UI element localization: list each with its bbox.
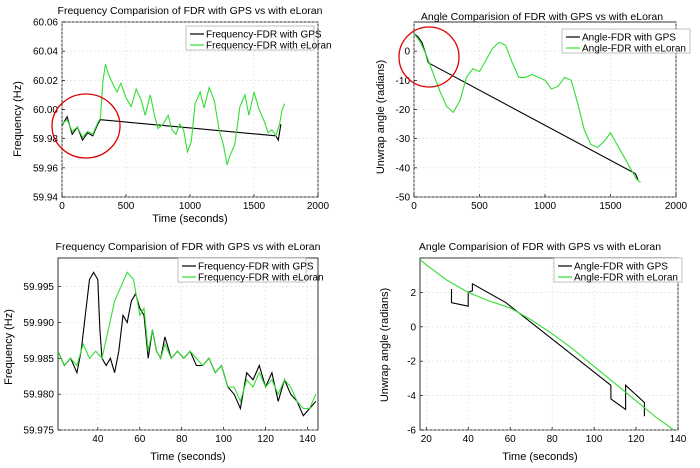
legend-entry: Frequency-FDR with eLoran — [198, 273, 324, 284]
chart-3-y-label: Frequency (Hz) — [3, 309, 15, 385]
y-tick-label: -30 — [396, 134, 411, 145]
chart-1-title: Frequency Comparision of FDR with GPS vs… — [58, 5, 323, 17]
x-tick-label: 0 — [411, 201, 417, 212]
y-tick-label: 60.02 — [33, 76, 58, 87]
y-tick-label: 59.94 — [33, 193, 58, 204]
highlight-circle — [51, 93, 121, 159]
x-tick-label: 120 — [257, 434, 274, 445]
y-tick-label: 0 — [404, 47, 410, 58]
chart-4-title: Angle Comparision of FDR with GPS vs wit… — [419, 241, 661, 253]
chart-4: Angle Comparision of FDR with GPS vs wit… — [379, 241, 687, 463]
y-tick-label: -10 — [396, 76, 411, 87]
legend-entry: Frequency-FDR with GPS — [198, 262, 314, 273]
legend — [553, 257, 683, 283]
y-tick-label: 59.985 — [23, 354, 54, 365]
x-tick-label: 0 — [59, 201, 65, 212]
chart-4-x-label: Time (seconds) — [502, 451, 577, 463]
y-tick-label: 59.980 — [23, 390, 54, 401]
x-tick-label: 500 — [118, 201, 135, 212]
x-tick-label: 80 — [176, 434, 188, 445]
x-tick-label: 2000 — [665, 201, 688, 212]
y-tick-label: 59.990 — [23, 318, 54, 329]
y-tick-label: -2 — [407, 357, 416, 368]
chart-1-plot-area: 0 500 1000 1500 2000 59.94 59.96 59.98 60.00 60.0… — [33, 18, 332, 213]
legend-entry: Angle-FDR with eLoran — [574, 273, 678, 284]
x-tick-label: 40 — [463, 434, 475, 445]
chart-3-x-label: Time (seconds) — [150, 451, 225, 463]
y-tick-label: 60.04 — [33, 47, 58, 58]
chart-2-y-label: Unwrap angle (radians) — [375, 60, 387, 174]
highlight-circle — [398, 26, 460, 88]
chart-2: Angle Comparision of FDR with GPS vs wit… — [375, 11, 691, 212]
x-tick-label: 100 — [215, 434, 232, 445]
y-tick-label: -20 — [396, 105, 411, 116]
legend-entry: Angle-FDR with GPS — [574, 262, 668, 273]
x-tick-label: 60 — [505, 434, 517, 445]
y-tick-label: 59.995 — [23, 282, 54, 293]
legend-entry: Frequency-FDR with eLoran — [206, 41, 332, 52]
x-tick-label: 140 — [670, 434, 687, 445]
x-tick-label: 1000 — [179, 201, 202, 212]
chart-3-title: Frequency Comparision of FDR with GPS vs… — [56, 241, 321, 253]
chart-4-plot-area: 20 40 60 80 100 120 140 -6 -4 -2 0 2 Angle-FDR with … — [407, 257, 687, 445]
x-tick-label: 80 — [547, 434, 559, 445]
plot-frame — [57, 257, 319, 431]
legend-entry: Angle-FDR with eLoran — [582, 44, 686, 55]
y-tick-label: 59.975 — [23, 426, 54, 437]
y-tick-label: 60.00 — [33, 105, 58, 116]
chart-4-y-label: Unwrap angle (radians) — [379, 288, 391, 402]
y-tick-label: -50 — [396, 193, 411, 204]
x-tick-label: 20 — [421, 434, 433, 445]
chart-3-plot-area: 40 60 80 100 120 140 59.975 59.980 59.985 59.990 5… — [23, 257, 324, 445]
series-line-eloran — [58, 271, 317, 410]
series-line-gps — [62, 115, 282, 142]
y-tick-label: -6 — [407, 426, 416, 437]
x-tick-label: 1000 — [534, 201, 557, 212]
chart-1-x-label: Time (seconds) — [152, 213, 227, 225]
y-tick-label: 2 — [410, 288, 416, 299]
series-line-eloran — [414, 33, 641, 183]
plot-frame — [419, 257, 679, 431]
x-tick-label: 60 — [134, 434, 146, 445]
x-tick-label: 40 — [92, 434, 104, 445]
x-tick-label: 2000 — [307, 201, 330, 212]
chart-1: Frequency Comparision of FDR with GPS vs… — [12, 5, 332, 225]
legend-entry: Angle-FDR with GPS — [582, 33, 676, 44]
x-tick-label: 1500 — [243, 201, 266, 212]
series-line-eloran — [420, 259, 675, 430]
series-line-eloran — [62, 64, 286, 166]
y-tick-label: -4 — [407, 391, 416, 402]
y-tick-label: 60.06 — [33, 18, 58, 29]
chart-2-plot-area: 0 500 1000 1500 2000 -50 -40 -30 -20 -10 0 Angle-FD… — [396, 21, 691, 212]
x-tick-label: 100 — [586, 434, 603, 445]
legend-entry: Frequency-FDR with GPS — [206, 30, 322, 41]
y-tick-label: 59.98 — [33, 134, 58, 145]
x-tick-label: 1500 — [599, 201, 622, 212]
y-tick-label: 0 — [410, 322, 416, 333]
x-tick-label: 500 — [471, 201, 488, 212]
chart-1-y-label: Frequency (Hz) — [12, 81, 24, 157]
x-tick-label: 140 — [299, 434, 316, 445]
series-line-gps — [450, 282, 645, 417]
chart-3: Frequency Comparision of FDR with GPS vs… — [3, 241, 324, 463]
x-tick-label: 120 — [628, 434, 645, 445]
legend — [561, 28, 691, 54]
chart-2-title: Angle Comparision of FDR with GPS vs wit… — [421, 11, 663, 23]
y-tick-label: 59.96 — [33, 163, 58, 174]
legend — [185, 25, 315, 51]
y-tick-label: -40 — [396, 163, 411, 174]
legend — [177, 257, 307, 283]
